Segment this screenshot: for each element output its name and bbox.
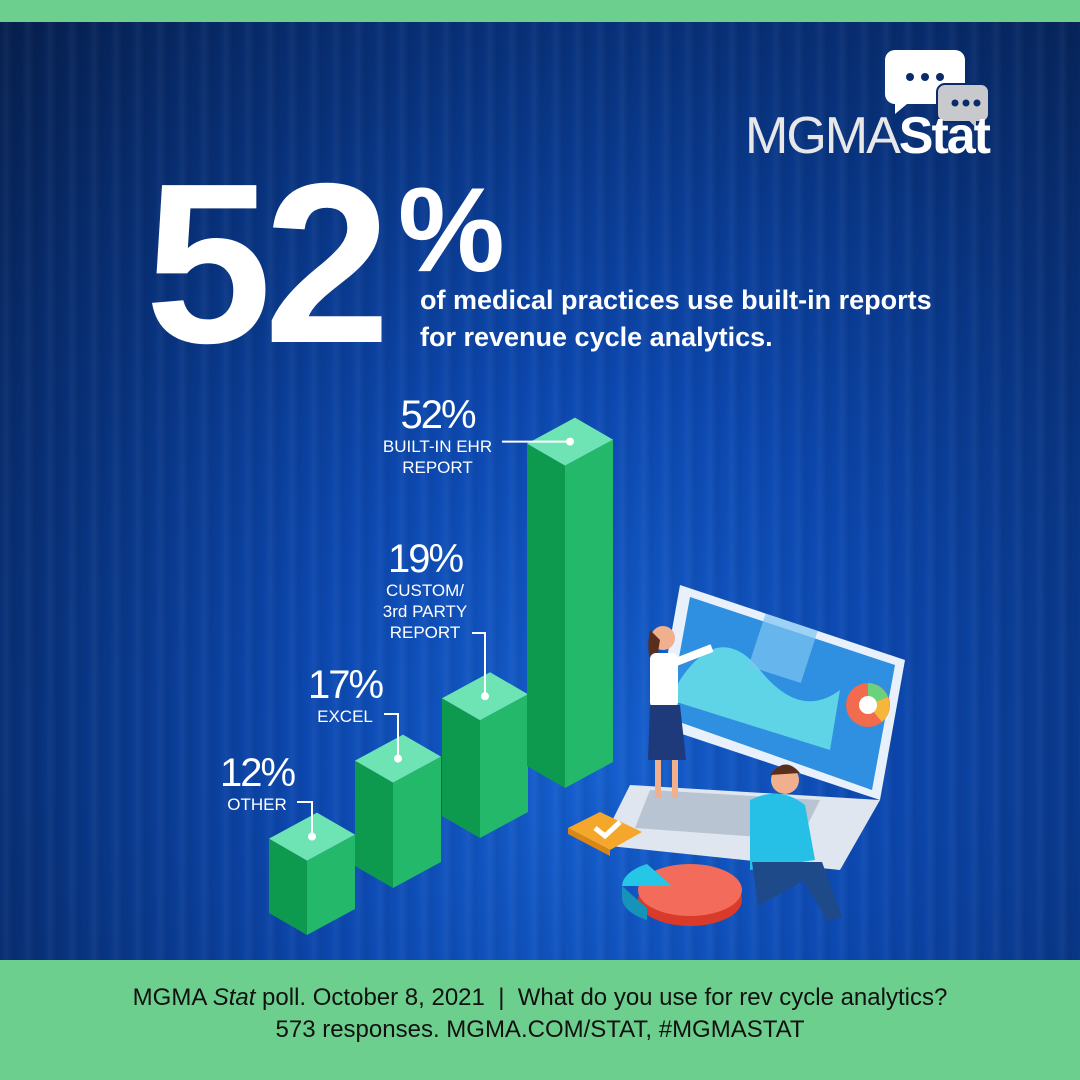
value-label: 17% — [307, 663, 384, 707]
label-built-in: 52% BUILT-IN EHR REPORT — [375, 394, 500, 478]
value-label: 12% — [219, 751, 296, 795]
category-label: REPORT — [402, 458, 473, 477]
bar-left-face — [527, 443, 565, 788]
footer-text-italic: Stat — [212, 984, 256, 1011]
logo-stat: Stat — [898, 107, 991, 165]
bar-right-face — [480, 694, 528, 838]
category-label: OTHER — [227, 795, 287, 814]
leader-dot — [308, 832, 316, 841]
pie-chart-illustration — [622, 864, 742, 926]
footer-line-2: 573 responses. MGMA.COM/STAT, #MGMASTAT — [275, 1016, 805, 1043]
headline-percent: % — [398, 163, 505, 297]
footer: MGMA Stat poll. October 8, 2021 | What d… — [0, 960, 1080, 1080]
chat-bubbles-icon — [885, 50, 990, 133]
footer-text: MGMA — [132, 984, 213, 1011]
subtitle-line-1: of medical practices use built-in report… — [420, 285, 932, 315]
label-other: 12% OTHER — [212, 752, 302, 815]
category-label: EXCEL — [317, 707, 373, 726]
mgma-stat-logo: MGMAStat — [745, 48, 1005, 165]
laptop-illustration — [600, 585, 905, 870]
bar-left-face — [269, 838, 307, 935]
subtitle-line-2: for revenue cycle analytics. — [420, 322, 773, 352]
leader-dot — [394, 754, 402, 763]
category-label: REPORT — [389, 623, 461, 642]
leader-line — [297, 801, 313, 837]
category-label: 3rd PARTY — [382, 602, 468, 621]
bar-right-face — [393, 756, 441, 888]
woman-figure — [648, 626, 714, 798]
check-card-illustration — [568, 812, 642, 856]
category-label: CUSTOM/ — [385, 581, 465, 600]
logo-text: MGMAStat — [745, 106, 991, 166]
bar-left-face — [355, 760, 393, 888]
footer-text: poll. October 8, 2021 | What do you use … — [255, 984, 948, 1011]
logo-mgma: MGMA — [745, 107, 901, 165]
leader-dot — [566, 437, 574, 446]
value-label: 52% — [400, 393, 476, 437]
footer-line-1: MGMA Stat poll. October 8, 2021 | What d… — [0, 982, 1080, 1014]
value-label: 19% — [387, 537, 464, 581]
category-label: BUILT-IN EHR — [382, 437, 493, 456]
leader-line — [384, 713, 399, 759]
label-custom: 19% CUSTOM/ 3rd PARTY REPORT — [370, 538, 480, 643]
label-excel: 17% EXCEL — [300, 664, 390, 727]
man-figure — [750, 764, 842, 921]
leader-line — [472, 632, 486, 697]
bar-left-face — [442, 698, 480, 838]
headline-value: 52 — [145, 137, 391, 391]
bar-right-face — [565, 439, 613, 788]
leader-dot — [481, 692, 489, 701]
bar-right-face — [307, 834, 355, 935]
top-band — [0, 0, 1080, 22]
headline-subtitle: of medical practices use built-in report… — [420, 282, 932, 356]
